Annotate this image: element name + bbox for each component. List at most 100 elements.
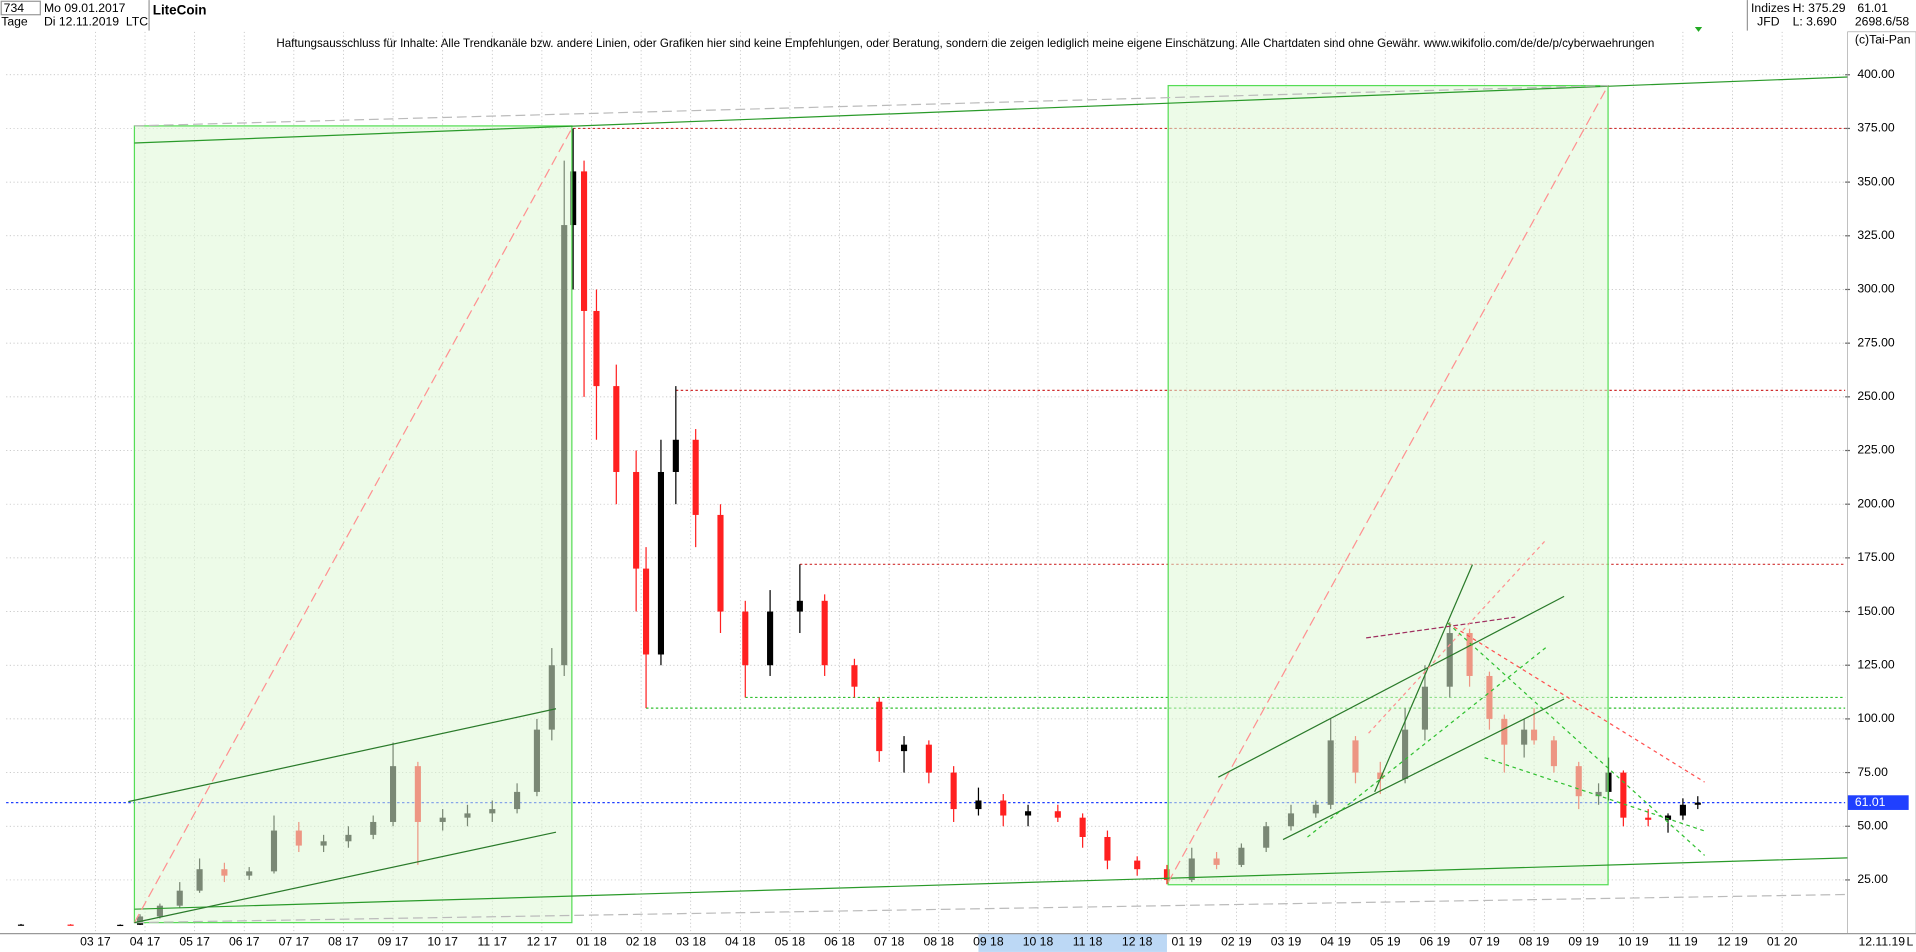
x-tick-label: 12 17 (527, 934, 558, 948)
x-tick-label: 11 19 (1668, 934, 1698, 948)
x-tick-label: 12 19 (1717, 934, 1748, 948)
channel-line (1374, 564, 1473, 793)
x-tick-label: 09 18 (973, 934, 1004, 948)
channel-line (1217, 595, 1565, 778)
y-tick-label: 225.00 (1857, 443, 1895, 457)
candle-body (1620, 772, 1627, 818)
candle-body (1163, 869, 1171, 880)
exchange-group: Indizes (1751, 1, 1790, 15)
x-tick-label: 08 19 (1519, 934, 1550, 948)
channel-line (134, 831, 557, 924)
diagonal (134, 893, 1846, 924)
fan-line (1447, 622, 1705, 783)
candle-body (1679, 804, 1686, 816)
y-tick-label: 25.00 (1857, 872, 1888, 886)
x-tick-label: 11 17 (477, 934, 507, 948)
x-tick-label: 09 19 (1568, 934, 1599, 948)
x-tick-label: 09 17 (378, 934, 409, 948)
diagonal (134, 84, 1609, 127)
price-marker-label: 61.01 (1855, 795, 1886, 809)
y-tick-label: 175.00 (1857, 550, 1895, 564)
x-tick-label: 04 18 (725, 934, 756, 948)
y-tick-label: 325.00 (1857, 228, 1895, 242)
x-tick-label: 06 18 (824, 934, 855, 948)
channel-line (1282, 698, 1565, 841)
candle-body (796, 600, 803, 612)
candle-body (593, 310, 600, 387)
disclaimer: Haftungsausschluss für Inhalte: Alle Tre… (276, 37, 1654, 50)
start-date: Mo 09.01.2017 (44, 1, 126, 15)
marker (1694, 26, 1703, 32)
candle-body (1104, 836, 1111, 861)
candle-body (643, 568, 650, 655)
candle-body (1134, 860, 1141, 870)
ticker: LTC (126, 14, 148, 28)
candle-body (1694, 802, 1701, 805)
candle-body (851, 665, 858, 687)
channel-line (1366, 616, 1516, 639)
candle-body (581, 171, 588, 311)
x-tick-label: 07 19 (1469, 934, 1500, 948)
x-tick-label: 07 17 (279, 934, 310, 948)
x-tick-label: 05 19 (1370, 934, 1401, 948)
x-tick-label: 03 17 (80, 934, 111, 948)
y-tick-label: 350.00 (1857, 174, 1895, 188)
y-tick-label: 400.00 (1857, 67, 1895, 81)
diagonal (1167, 85, 1609, 883)
copyright: (c)Tai-Pan (1855, 33, 1911, 47)
y-tick-label: 150.00 (1857, 604, 1895, 618)
candle-body (1079, 817, 1086, 837)
x-tick-label: 02 18 (626, 934, 657, 948)
candle-body (633, 471, 640, 569)
zone-box (1167, 84, 1609, 886)
y-tick-label: 300.00 (1857, 282, 1895, 296)
symbol-count: 734 (4, 1, 25, 15)
x-tick-label: 07 18 (874, 934, 905, 948)
candle-body (672, 439, 679, 472)
y-tick-label: 200.00 (1857, 496, 1895, 510)
price-marker (1847, 795, 1909, 810)
y-tick-label: 375.00 (1857, 121, 1895, 135)
candle-body (1664, 815, 1672, 820)
trend-line (134, 76, 1848, 144)
candle-body (657, 471, 665, 655)
highlight-band (978, 933, 1167, 952)
x-tick-label: 01 19 (1172, 934, 1203, 948)
y-tick-label: 250.00 (1857, 389, 1895, 403)
candle-body (1000, 800, 1007, 816)
diagonal (133, 128, 573, 923)
x-tick-label: 03 18 (675, 934, 706, 948)
fan-line (1484, 757, 1705, 832)
x-tick-label: 11 18 (1073, 934, 1103, 948)
scale-mode[interactable]: L (1906, 934, 1913, 948)
count-box[interactable] (0, 0, 41, 16)
candle-body (925, 744, 932, 773)
period[interactable]: Tage (1, 14, 28, 28)
candle-body (1054, 811, 1061, 818)
candle-body (767, 611, 774, 666)
candle-body (117, 924, 124, 927)
y-tick-label: 50.00 (1857, 818, 1888, 832)
candle-body (717, 514, 724, 612)
candle-body (613, 386, 620, 472)
end-date: Di 12.11.2019 (44, 14, 119, 28)
low: L: 3.690 (1793, 14, 1837, 28)
candle-body (17, 924, 25, 926)
candle-body (67, 924, 74, 926)
y-tick-label: 100.00 (1857, 711, 1895, 725)
x-tick-label: 04 19 (1320, 934, 1351, 948)
current-date: 12.11.19 (1858, 934, 1905, 948)
x-tick-label: 02 19 (1221, 934, 1252, 948)
chart-title: LiteCoin (153, 3, 207, 18)
header: 734 Tage Mo 09.01.2017 Di 12.11.2019 LTC… (0, 0, 1911, 50)
x-tick-label: 04 17 (130, 934, 161, 948)
x-tick-label: 08 18 (923, 934, 954, 948)
last: 61.01 (1857, 1, 1888, 15)
high: H: 375.29 (1793, 1, 1846, 15)
x-tick-label: 01 20 (1767, 934, 1798, 948)
x-tick-label: 10 18 (1023, 934, 1054, 948)
channel-line (128, 708, 557, 803)
candle-body (742, 611, 749, 666)
